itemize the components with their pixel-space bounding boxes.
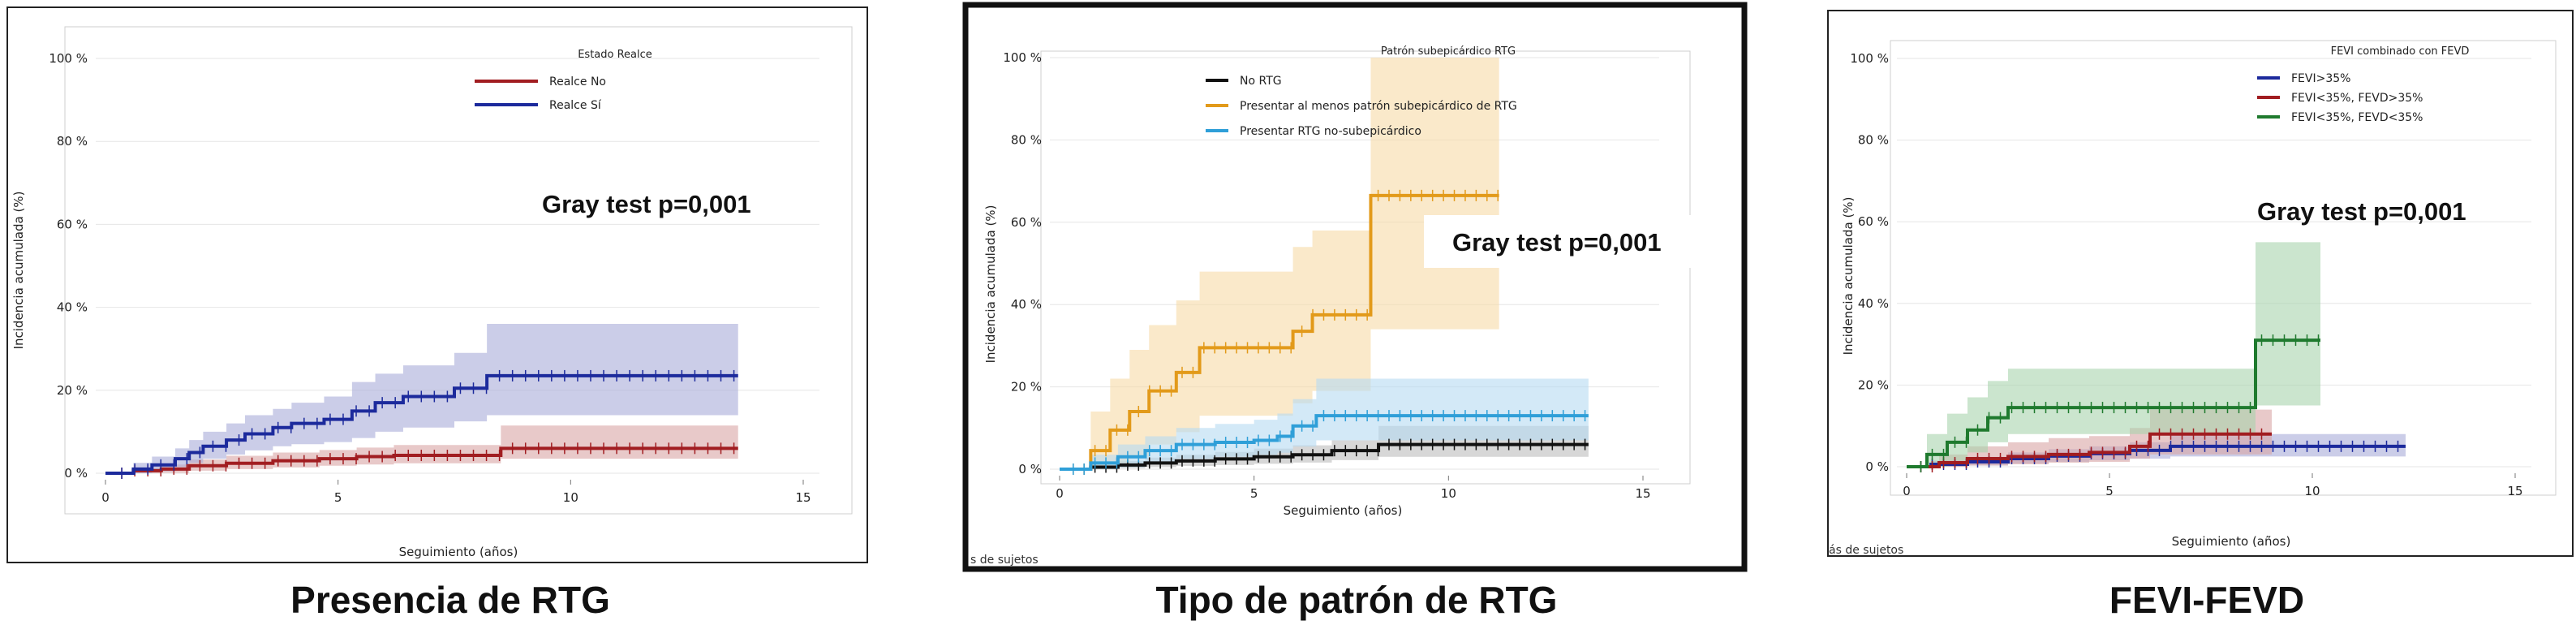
series-lines: [1060, 189, 1589, 475]
x-tick-label: 15: [2507, 484, 2522, 498]
confidence-bands: [1060, 58, 1589, 469]
confidence-band-2: [1907, 242, 2320, 467]
chart-panel-presencia: 0 5 10 15 0 % 20 % 40 % 60 % 80 % 100 % Seguimie…: [6, 6, 868, 621]
y-tick-label: 100 %: [1850, 51, 1889, 66]
y-tick-label: 40 %: [1011, 297, 1042, 312]
x-axis-label: Seguimiento (años): [2172, 534, 2291, 549]
y-tick-label: 100 %: [49, 51, 88, 66]
x-tick-label: 5: [2105, 484, 2114, 498]
y-tick-label: 60 %: [57, 217, 88, 231]
legend-label: Realce Sí: [549, 99, 602, 112]
y-axis-label: Incidencia acumulada (%): [11, 192, 26, 350]
footnote: ás de sujetos: [1829, 544, 1903, 557]
y-tick-label: 20 %: [1858, 377, 1889, 392]
series-lines: [105, 369, 738, 479]
legend-title: FEVI combinado con FEVD: [2331, 45, 2470, 58]
y-tick-label: 100 %: [1003, 50, 1042, 65]
x-tick-label: 5: [1250, 486, 1258, 501]
y-tick-label: 20 %: [1011, 380, 1042, 394]
legend: FEVI>35% FEVI<35%, FEVD>35% FEVI<35%, FEVD…: [2257, 72, 2423, 124]
gray-test-annotation: Gray test p=0,001: [1452, 228, 1662, 256]
x-tick-label: 10: [2304, 484, 2320, 498]
legend-title: Patrón subepicárdico RTG: [1381, 45, 1516, 58]
legend: Realce No Realce Sí: [475, 75, 606, 112]
confidence-band-0: [105, 425, 738, 473]
x-tick-label: 0: [101, 490, 110, 505]
panel-caption: Tipo de patrón de RTG: [1156, 579, 1558, 621]
legend-label: No RTG: [1240, 75, 1282, 88]
series-line-1: [1907, 432, 2272, 468]
legend-label: Presentar al menos patrón subepicárdico …: [1240, 100, 1517, 113]
legend-label: FEVI<35%, FEVD<35%: [2291, 111, 2423, 124]
panel-caption: Presencia de RTG: [290, 579, 610, 621]
footnote: s de sujetos: [970, 554, 1039, 567]
legend-label: FEVI<35%, FEVD>35%: [2291, 92, 2423, 105]
y-axis-label: Incidencia acumulada (%): [1841, 197, 1856, 356]
y-tick-label: 80 %: [1011, 132, 1042, 147]
x-ticks: 0 5 10 15: [101, 480, 811, 505]
y-tick-label: 0 %: [1865, 459, 1889, 474]
y-tick-label: 40 %: [1858, 296, 1889, 311]
y-ticks: 0 % 20 % 40 % 60 % 80 % 100 %: [1003, 50, 1042, 476]
x-tick-label: 5: [334, 490, 342, 505]
legend-label: FEVI>35%: [2291, 72, 2350, 85]
y-tick-label: 60 %: [1011, 215, 1042, 230]
y-ticks: 0 % 20 % 40 % 60 % 80 % 100 %: [1850, 51, 1889, 474]
panel-caption: FEVI-FEVD: [2109, 579, 2304, 621]
y-tick-label: 80 %: [57, 134, 88, 149]
annotation-backdrop: [1424, 215, 1704, 268]
y-ticks: 0 % 20 % 40 % 60 % 80 % 100 %: [49, 51, 88, 481]
x-tick-label: 15: [795, 490, 811, 505]
legend-label: Presentar RTG no-subepicárdico: [1240, 125, 1421, 138]
series-line-1: [105, 373, 738, 475]
legend: No RTG Presentar al menos patrón subepicá…: [1206, 75, 1517, 138]
chart-panel-fevi-fevd: 0 5 10 15 0 % 20 % 40 % 60 % 80 % 100 % Seguimie…: [1827, 10, 2574, 621]
legend-label: Realce No: [549, 75, 606, 88]
x-axis-label: Seguimiento (años): [1284, 503, 1403, 518]
y-tick-label: 40 %: [57, 300, 88, 315]
y-axis-label: Incidencia acumulada (%): [983, 205, 998, 364]
x-tick-label: 10: [563, 490, 578, 505]
x-tick-label: 10: [1441, 486, 1456, 501]
series-lines: [1907, 334, 2406, 472]
x-tick-label: 15: [1635, 486, 1650, 501]
x-axis-label: Seguimiento (años): [399, 545, 518, 559]
confidence-band-1: [1060, 58, 1499, 469]
chart-panel-tipo-patron: 0 5 10 15 0 % 20 % 40 % 60 % 80 % 100 % Seguimie…: [962, 2, 1748, 621]
x-tick-label: 0: [1903, 484, 1911, 498]
gray-test-annotation: Gray test p=0,001: [542, 190, 751, 218]
y-tick-label: 20 %: [57, 383, 88, 398]
gray-test-annotation: Gray test p=0,001: [2257, 197, 2466, 226]
x-tick-label: 0: [1056, 486, 1064, 501]
confidence-band-2: [1060, 378, 1589, 469]
y-tick-label: 60 %: [1858, 214, 1889, 229]
y-tick-label: 0 %: [1018, 462, 1042, 476]
legend-title: Estado Realce: [578, 49, 652, 61]
y-tick-label: 80 %: [1858, 133, 1889, 148]
x-ticks: 0 5 10 15: [1903, 473, 2523, 498]
y-tick-label: 0 %: [64, 466, 88, 481]
x-ticks: 0 5 10 15: [1056, 476, 1651, 501]
